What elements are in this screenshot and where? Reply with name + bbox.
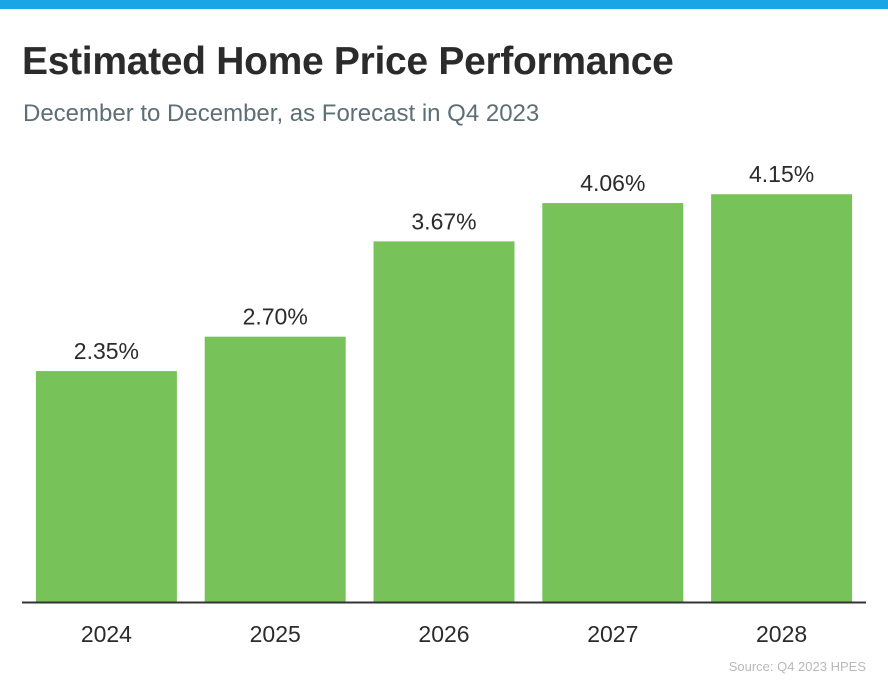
data-label-2028: 4.15% <box>749 161 814 187</box>
chart-subtitle: December to December, as Forecast in Q4 … <box>23 100 540 127</box>
source-note: Source: Q4 2023 HPES <box>728 659 866 674</box>
chart-title: Estimated Home Price Performance <box>22 40 674 83</box>
bar-2027 <box>542 203 684 603</box>
bar-2024 <box>35 371 177 602</box>
data-label-2026: 3.67% <box>411 208 476 234</box>
top-accent-bar <box>0 0 888 9</box>
x-tick-label-2028: 2028 <box>756 621 807 647</box>
data-label-2025: 2.70% <box>243 304 308 330</box>
bar-2028 <box>711 194 853 602</box>
x-tick-label-2026: 2026 <box>418 621 469 647</box>
x-tick-label-2025: 2025 <box>250 621 301 647</box>
x-tick-label-2027: 2027 <box>587 621 638 647</box>
x-tick-label-2024: 2024 <box>81 621 132 647</box>
bar-2025 <box>204 336 346 602</box>
data-label-2024: 2.35% <box>74 338 139 364</box>
data-label-2027: 4.06% <box>580 170 645 196</box>
bar-2026 <box>373 241 515 602</box>
